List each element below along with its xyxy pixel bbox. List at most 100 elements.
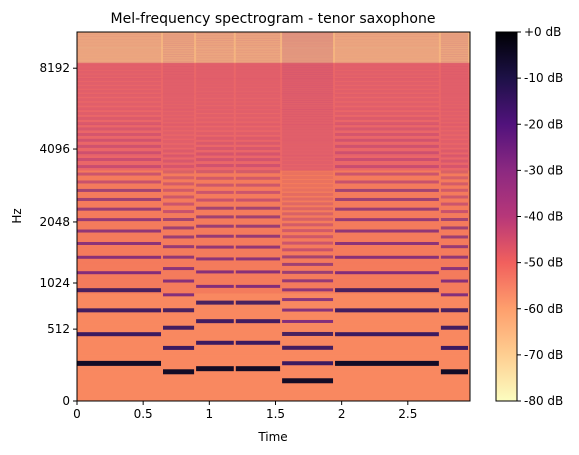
harmonic-band (77, 48, 162, 52)
harmonic-band (163, 34, 195, 38)
harmonic-band (282, 116, 334, 120)
x-tick-label: 2.5 (398, 407, 417, 421)
harmonic-band (235, 87, 281, 91)
harmonic-band (196, 284, 234, 288)
harmonic-band (196, 141, 234, 145)
harmonic-band (335, 229, 439, 233)
x-tick-label: 1.5 (266, 407, 285, 421)
harmonic-band (235, 158, 281, 162)
harmonic-band (196, 98, 234, 102)
harmonic-band (440, 36, 468, 40)
harmonic-band (282, 106, 334, 110)
harmonic-band (235, 98, 281, 102)
y-tick-label: 4096 (39, 142, 70, 156)
harmonic-band (440, 56, 468, 60)
harmonic-band (235, 366, 281, 372)
background-band (77, 308, 470, 326)
colorbar-tick-label: -20 dB (524, 117, 563, 131)
harmonic-band (163, 51, 195, 55)
harmonic-band (77, 51, 162, 55)
harmonic-band (196, 257, 234, 261)
harmonic-band (163, 108, 195, 112)
harmonic-band (282, 68, 334, 72)
harmonic-band (335, 197, 439, 201)
harmonic-band (235, 84, 281, 88)
harmonic-band (163, 123, 195, 127)
harmonic-band (77, 255, 162, 259)
harmonic-band (282, 378, 334, 384)
harmonic-band (335, 81, 439, 85)
spectrogram-bands (77, 32, 470, 401)
harmonic-band (77, 116, 162, 120)
harmonic-band (196, 78, 234, 82)
harmonic-band (235, 91, 281, 95)
harmonic-band (335, 180, 439, 184)
harmonic-band (77, 122, 162, 126)
harmonic-band (282, 32, 334, 36)
harmonic-band (235, 66, 281, 70)
harmonic-band (235, 55, 281, 59)
harmonic-band (196, 319, 234, 324)
harmonic-band (77, 85, 162, 89)
background-band (77, 78, 470, 95)
harmonic-band (282, 126, 334, 130)
harmonic-band (440, 94, 468, 98)
harmonic-band (440, 188, 468, 192)
harmonic-band (196, 33, 234, 37)
harmonic-band (235, 245, 281, 249)
harmonic-band (282, 81, 334, 85)
harmonic-band (335, 70, 439, 74)
colorbar-tick-label: -40 dB (524, 210, 563, 224)
harmonic-band (282, 161, 334, 165)
harmonic-band (282, 255, 334, 259)
harmonic-band (235, 94, 281, 98)
harmonic-band (77, 138, 162, 142)
harmonic-band (282, 175, 334, 179)
harmonic-band (440, 170, 468, 174)
harmonic-band (77, 188, 162, 192)
harmonic-band (235, 183, 281, 187)
harmonic-band (163, 44, 195, 48)
harmonic-band (196, 270, 234, 274)
background-band (77, 62, 470, 80)
harmonic-band (77, 36, 162, 40)
x-tick-label: 0.5 (134, 407, 153, 421)
harmonic-band (163, 88, 195, 92)
harmonic-band (163, 210, 195, 214)
harmonic-band (282, 89, 334, 93)
harmonic-band (282, 223, 334, 227)
harmonic-band (335, 242, 439, 246)
harmonic-band (282, 111, 334, 115)
harmonic-band (282, 197, 334, 201)
harmonic-band (196, 60, 234, 64)
background-band (77, 124, 470, 141)
harmonic-band (196, 52, 234, 56)
harmonic-band (235, 224, 281, 228)
harmonic-band (196, 158, 234, 162)
harmonic-band (196, 176, 234, 180)
harmonic-band (282, 77, 334, 81)
harmonic-band (196, 106, 234, 110)
harmonic-band (163, 115, 195, 119)
harmonic-band (282, 38, 334, 42)
harmonic-band (440, 108, 468, 112)
harmonic-band (282, 135, 334, 139)
harmonic-band (282, 141, 334, 145)
harmonic-band (282, 56, 334, 60)
harmonic-band (282, 79, 334, 83)
harmonic-band (196, 40, 234, 44)
harmonic-band (163, 154, 195, 158)
harmonic-band (335, 36, 439, 40)
harmonic-band (282, 157, 334, 161)
harmonic-band (282, 279, 334, 283)
harmonic-band (196, 110, 234, 114)
harmonic-band (196, 118, 234, 122)
harmonic-band (235, 136, 281, 140)
harmonic-band (440, 235, 468, 239)
harmonic-band (196, 152, 234, 156)
harmonic-band (335, 132, 439, 136)
harmonic-band (282, 102, 334, 106)
harmonic-band (163, 76, 195, 80)
harmonic-band (163, 127, 195, 131)
harmonic-band (163, 144, 195, 148)
